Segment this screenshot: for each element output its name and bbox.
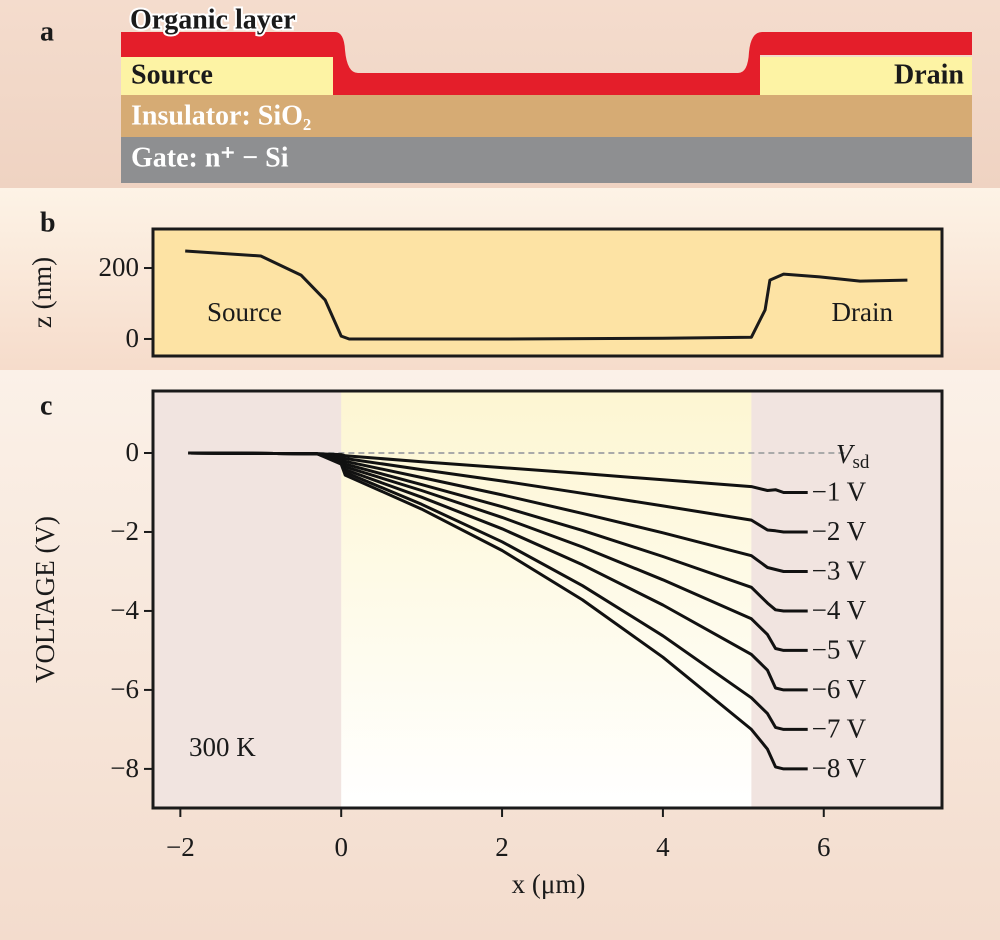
data-line <box>188 451 808 771</box>
panel-label: b <box>40 207 56 238</box>
y-tick-label: −6 <box>110 674 139 704</box>
data-line <box>185 249 908 341</box>
y-tick-label: −4 <box>110 595 139 625</box>
x-axis-label: x (μm) <box>512 869 586 899</box>
y-tick-label: 0 <box>126 437 140 467</box>
legend-label: −7 V <box>812 714 867 744</box>
legend-label: −5 V <box>812 635 867 665</box>
x-tick-label: 0 <box>334 832 348 862</box>
legend-label: −4 V <box>812 595 867 625</box>
panel-label: a <box>40 16 54 47</box>
y-axis-label: z (nm) <box>27 257 57 328</box>
annotation: Drain <box>832 297 894 327</box>
plot-bg <box>153 229 942 356</box>
x-tick-label: 4 <box>656 832 670 862</box>
annotation: 300 K <box>189 732 256 762</box>
data-line <box>188 451 808 613</box>
legend-label: −6 V <box>812 674 867 704</box>
y-axis-label: VOLTAGE (V) <box>30 516 60 683</box>
organic-label: Organic layer <box>130 4 296 35</box>
legend-label: −1 V <box>812 477 867 507</box>
annotation: Source <box>207 297 282 327</box>
legend-title-subscript: sd <box>853 452 870 473</box>
source-electrode <box>121 57 333 95</box>
source-label: Source <box>131 59 213 90</box>
insulator-label: Insulator: SiO₂ <box>131 100 311 131</box>
plot-frame <box>151 389 944 810</box>
plot-frame <box>151 227 944 358</box>
y-tick-label: 0 <box>126 323 140 353</box>
drain-electrode <box>760 57 972 95</box>
device-diagram: a Organic layer Source Drain Insulator: … <box>40 2 972 183</box>
legend-label: −8 V <box>812 753 867 783</box>
gate-layer <box>121 137 972 183</box>
drain-label: Drain <box>894 59 964 90</box>
y-tick-label: −2 <box>110 516 139 546</box>
gate-label: Gate: n⁺ − Si <box>131 142 289 173</box>
y-tick-label: 200 <box>99 252 140 282</box>
x-tick-label: 6 <box>817 832 831 862</box>
legend-title-symbol: V <box>836 439 856 469</box>
legend-label: −2 V <box>812 516 867 546</box>
legend-label: −3 V <box>812 556 867 586</box>
insulator-layer <box>121 95 972 137</box>
y-tick-label: −8 <box>110 753 139 783</box>
panel-label: c <box>40 390 52 421</box>
organic-layer <box>121 32 972 95</box>
x-tick-label: 2 <box>495 832 509 862</box>
legend-title: Vsd <box>836 439 870 473</box>
x-tick-label: −2 <box>166 832 195 862</box>
